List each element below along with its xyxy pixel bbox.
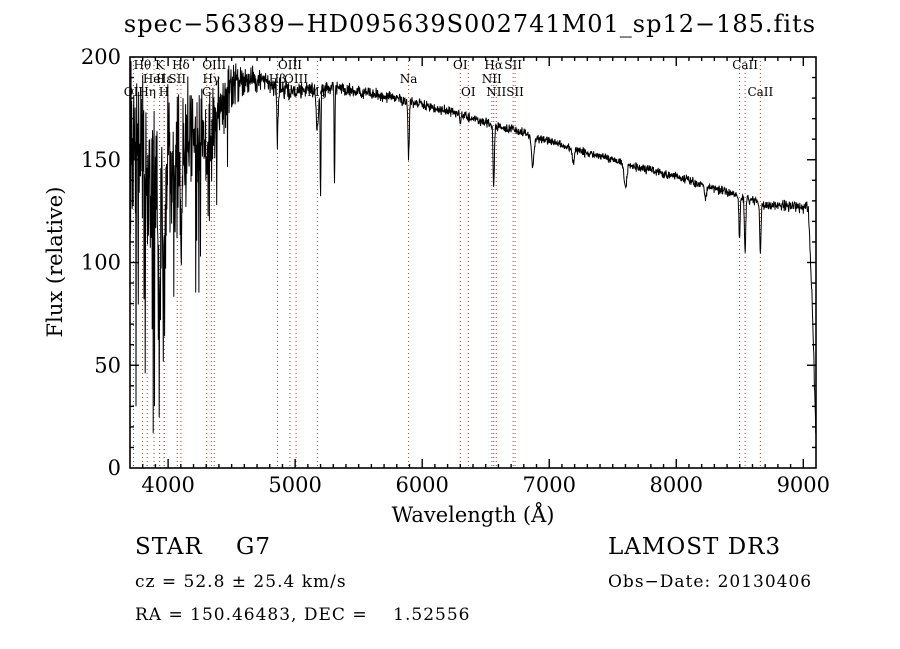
cz-value: cz = 52.8 ± 25.4 km/s	[135, 572, 347, 592]
spectral-line-label: NII	[482, 72, 502, 86]
object-class: STAR G7	[135, 534, 272, 560]
y-axis-label: Flux (relative)	[43, 187, 67, 338]
x-tick-label: 4000	[141, 473, 194, 497]
spectral-line-label: CaII	[747, 85, 773, 99]
ra-dec: RA = 150.46483, DEC = 1.52556	[135, 605, 471, 625]
spectral-line-label: Na	[400, 72, 418, 86]
x-tick-label: 6000	[395, 473, 448, 497]
x-axis-label: Wavelength (Å)	[392, 502, 555, 527]
chart-title: spec−56389−HD095639S002741M01_sp12−185.f…	[124, 10, 816, 38]
spectral-line-label: OIII	[202, 58, 226, 72]
spectral-line-label: SII	[506, 85, 524, 99]
y-tick-label: 150	[81, 148, 121, 172]
obs-date: Obs−Date: 20130406	[608, 572, 813, 592]
spectral-line-label: Hε	[156, 72, 173, 86]
y-tick-label: 100	[81, 251, 121, 275]
spectral-line-label: SII	[504, 58, 522, 72]
spectral-line-label: Mg	[307, 85, 327, 99]
spectral-line-label: Hθ	[134, 58, 152, 72]
y-tick-label: 0	[108, 456, 121, 480]
spectral-line-label: Hη	[138, 85, 156, 99]
spectral-line-label: CaII	[732, 58, 758, 72]
spectral-line-label: K	[155, 58, 165, 72]
axis-tick-labels: 4000 5000 6000 7000 8000 9000 0 50 100 150 200	[81, 45, 830, 497]
spectrum-trace	[130, 61, 816, 435]
spectral-line-label: OIII	[278, 58, 302, 72]
spectral-line-label: OI	[453, 58, 468, 72]
spectral-line-label: OII	[124, 85, 144, 99]
x-tick-label: 9000	[777, 473, 830, 497]
spectral-line-labels: OIIHθHηHeIKHHεSIIHδGHγOIIIHβOIIIOIIIMgNa…	[124, 58, 774, 99]
spectral-line-label: G	[202, 85, 212, 99]
survey-name: LAMOST DR3	[608, 534, 782, 560]
spectral-line-label: OIII	[284, 72, 308, 86]
spectral-line-label: SII	[168, 72, 186, 86]
x-tick-label: 5000	[268, 473, 321, 497]
spectral-line-label: Hα	[484, 58, 503, 72]
axis-ticks	[130, 57, 816, 468]
spectral-line-label: Hβ	[269, 72, 286, 86]
spectral-line-label: OI	[461, 85, 476, 99]
spectral-line-label: HeI	[143, 72, 166, 86]
spectral-line-label: Hγ	[202, 72, 220, 86]
y-tick-label: 50	[94, 353, 121, 377]
x-tick-label: 7000	[522, 473, 575, 497]
x-tick-label: 8000	[650, 473, 703, 497]
spectral-line-label: NII	[486, 85, 506, 99]
spectral-line-label: Hδ	[172, 58, 190, 72]
spectral-line-label: H	[159, 85, 169, 99]
y-tick-label: 200	[81, 45, 121, 69]
